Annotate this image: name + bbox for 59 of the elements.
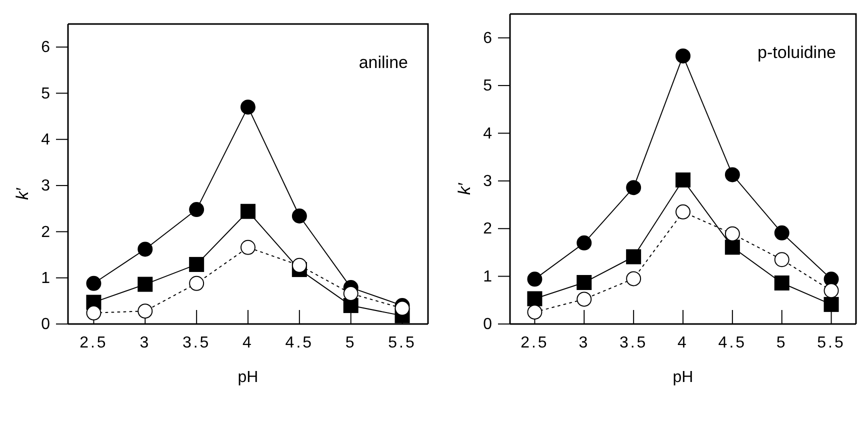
point — [576, 235, 592, 250]
x-tick-label: 4.5 — [718, 334, 747, 352]
point — [189, 202, 204, 218]
x-tick-label: 3.5 — [182, 334, 211, 352]
y-tick-label: 5 — [483, 78, 492, 95]
x-tick-label: 4 — [242, 334, 254, 352]
point — [724, 167, 740, 182]
x-tick-label: 3 — [140, 334, 151, 352]
annotation: p-toluidine — [758, 43, 836, 62]
point — [138, 242, 153, 257]
point — [86, 305, 102, 320]
x-axis-title: pH — [672, 369, 694, 386]
point — [138, 304, 153, 319]
point — [527, 291, 542, 306]
y-axis-title: k′ — [455, 182, 474, 195]
point — [676, 172, 690, 188]
y-tick-label: 6 — [483, 30, 492, 47]
point — [343, 286, 358, 302]
annotation: aniline — [358, 53, 408, 72]
y-tick-label: 0 — [41, 316, 50, 334]
point — [527, 272, 542, 287]
y-tick-label: 2 — [41, 224, 50, 241]
x-tick-label: 3 — [578, 334, 590, 352]
point — [626, 249, 642, 264]
x-tick-label: 5 — [776, 334, 788, 352]
y-tick-label: 5 — [41, 85, 50, 102]
point — [240, 204, 256, 219]
point — [138, 276, 153, 292]
y-tick-label: 1 — [483, 268, 492, 286]
y-tick-label: 3 — [41, 178, 50, 195]
x-tick-label: 2.5 — [520, 334, 549, 352]
y-tick-label: 0 — [483, 316, 492, 334]
point — [189, 256, 204, 272]
point — [86, 276, 102, 291]
x-tick-label: 5.5 — [817, 334, 846, 352]
x-tick-label: 5 — [345, 334, 356, 352]
y-tick-label: 1 — [41, 270, 50, 287]
y-tick-label: 2 — [483, 220, 492, 238]
x-tick-label: 5.5 — [388, 334, 416, 352]
x-tick-label: 4.5 — [285, 334, 314, 352]
point — [292, 208, 307, 224]
point — [824, 296, 839, 312]
x-axis-title: pH — [238, 369, 258, 386]
y-tick-label: 4 — [41, 132, 50, 149]
x-tick-label: 3.5 — [619, 334, 648, 352]
y-tick-label: 3 — [483, 173, 492, 190]
y-axis-title: k′ — [13, 187, 32, 200]
point — [576, 275, 592, 290]
point — [240, 100, 256, 115]
point — [774, 225, 790, 240]
x-tick-label: 2.5 — [80, 334, 108, 352]
point — [774, 275, 790, 290]
point — [292, 258, 307, 273]
x-tick-label: 4 — [678, 334, 688, 352]
point — [626, 180, 642, 196]
y-tick-label: 4 — [483, 125, 492, 142]
point — [724, 240, 740, 255]
y-tick-label: 6 — [41, 39, 50, 56]
point — [676, 48, 690, 64]
